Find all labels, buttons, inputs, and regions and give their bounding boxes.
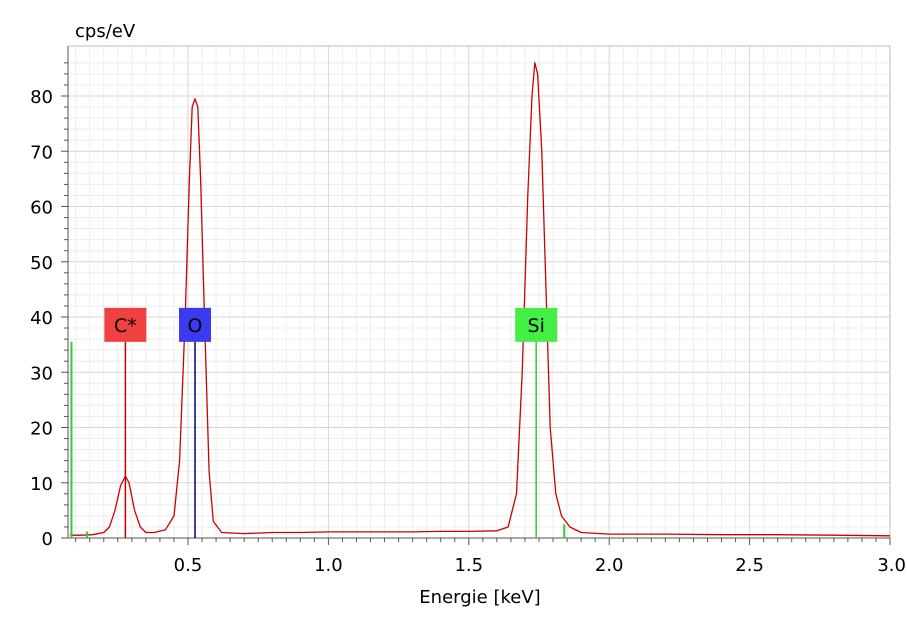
element-label: O	[188, 315, 203, 337]
x-tick-label: 3.0	[877, 555, 906, 576]
x-axis-label: Energie [keV]	[419, 587, 540, 608]
y-tick-label: 10	[30, 474, 53, 495]
y-tick-label: 80	[30, 87, 53, 108]
y-tick-label: 40	[30, 308, 53, 329]
series-layer	[70, 62, 891, 537]
element-label: C*	[114, 315, 137, 337]
axis-ticks: 0 10 20 30 40 50 60 70 80 0.5 1.0 1.5 2.0 2.5 3.0	[30, 62, 906, 576]
y-axis-label: cps/eV	[75, 21, 136, 42]
x-tick-label: 1.5	[454, 555, 483, 576]
y-tick-label: 70	[30, 142, 53, 163]
element-markers: C* O Si	[70, 307, 566, 538]
y-tick-label: 0	[42, 529, 53, 550]
grid	[68, 46, 891, 538]
y-tick-label: 60	[30, 198, 53, 219]
y-tick-label: 30	[30, 363, 53, 384]
element-label-box	[179, 307, 212, 342]
x-tick-label: 2.0	[595, 555, 624, 576]
element-label-box	[515, 307, 558, 342]
x-tick-label: 2.5	[735, 555, 764, 576]
x-tick-label: 0.5	[174, 555, 203, 576]
axes	[67, 45, 891, 539]
y-tick-label: 50	[30, 253, 53, 274]
y-tick-label: 20	[30, 419, 53, 440]
element-label: Si	[528, 315, 545, 337]
spectrum-line	[70, 62, 891, 537]
element-label-box	[104, 307, 147, 342]
x-tick-label: 1.0	[314, 555, 343, 576]
